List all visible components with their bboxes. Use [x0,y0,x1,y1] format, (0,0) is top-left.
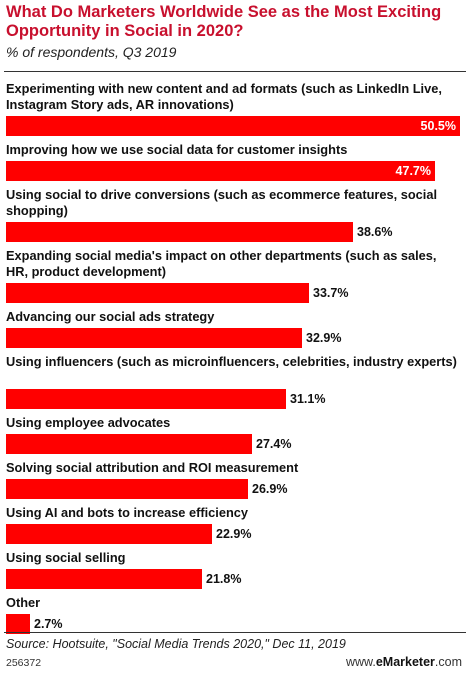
bar [6,524,212,544]
value-label: 47.7% [395,164,431,178]
value-label: 26.9% [252,482,288,496]
bar [6,389,286,409]
value-label: 50.5% [420,119,456,133]
value-label: 31.1% [290,392,326,406]
category-label: Other [6,595,41,610]
chart-subtitle: % of respondents, Q3 2019 [6,44,177,60]
bar [6,328,302,348]
category-label: Using social selling [6,550,126,565]
brand-suffix: .com [434,655,462,669]
source-note: Source: Hootsuite, "Social Media Trends … [6,637,346,651]
category-label: Using influencers (such as microinfluenc… [6,354,457,369]
category-label: Using employee advocates [6,415,171,430]
category-label: Using AI and bots to increase efficiency [6,505,249,520]
value-label: 33.7% [313,286,349,300]
bottom-divider [4,632,466,633]
bar [6,479,248,499]
category-label: Experimenting with new content and ad fo… [6,81,442,112]
brand-logo[interactable]: www.eMarketer.com [346,655,462,669]
value-label: 27.4% [256,437,292,451]
value-label: 22.9% [216,527,252,541]
value-label: 32.9% [306,331,342,345]
value-label: 38.6% [357,225,393,239]
category-label: Advancing our social ads strategy [6,309,215,324]
brand-prefix: www. [345,655,376,669]
category-label: Expanding social media's impact on other… [6,248,437,279]
bar [6,569,202,589]
value-label: 21.8% [206,572,242,586]
top-divider [4,71,466,72]
bar [6,614,30,634]
bar [6,434,252,454]
bar [6,161,435,181]
category-label: Using social to drive conversions (such … [6,187,438,218]
bar [6,222,353,242]
category-label: Solving social attribution and ROI measu… [6,460,299,475]
bar [6,116,460,136]
brand-name: eMarketer [375,655,435,669]
value-label: 2.7% [34,617,63,631]
chart-title: What Do Marketers Worldwide See as the M… [6,3,442,40]
bar [6,283,309,303]
chart-id: 256372 [6,657,42,669]
category-label: Improving how we use social data for cus… [6,142,348,157]
